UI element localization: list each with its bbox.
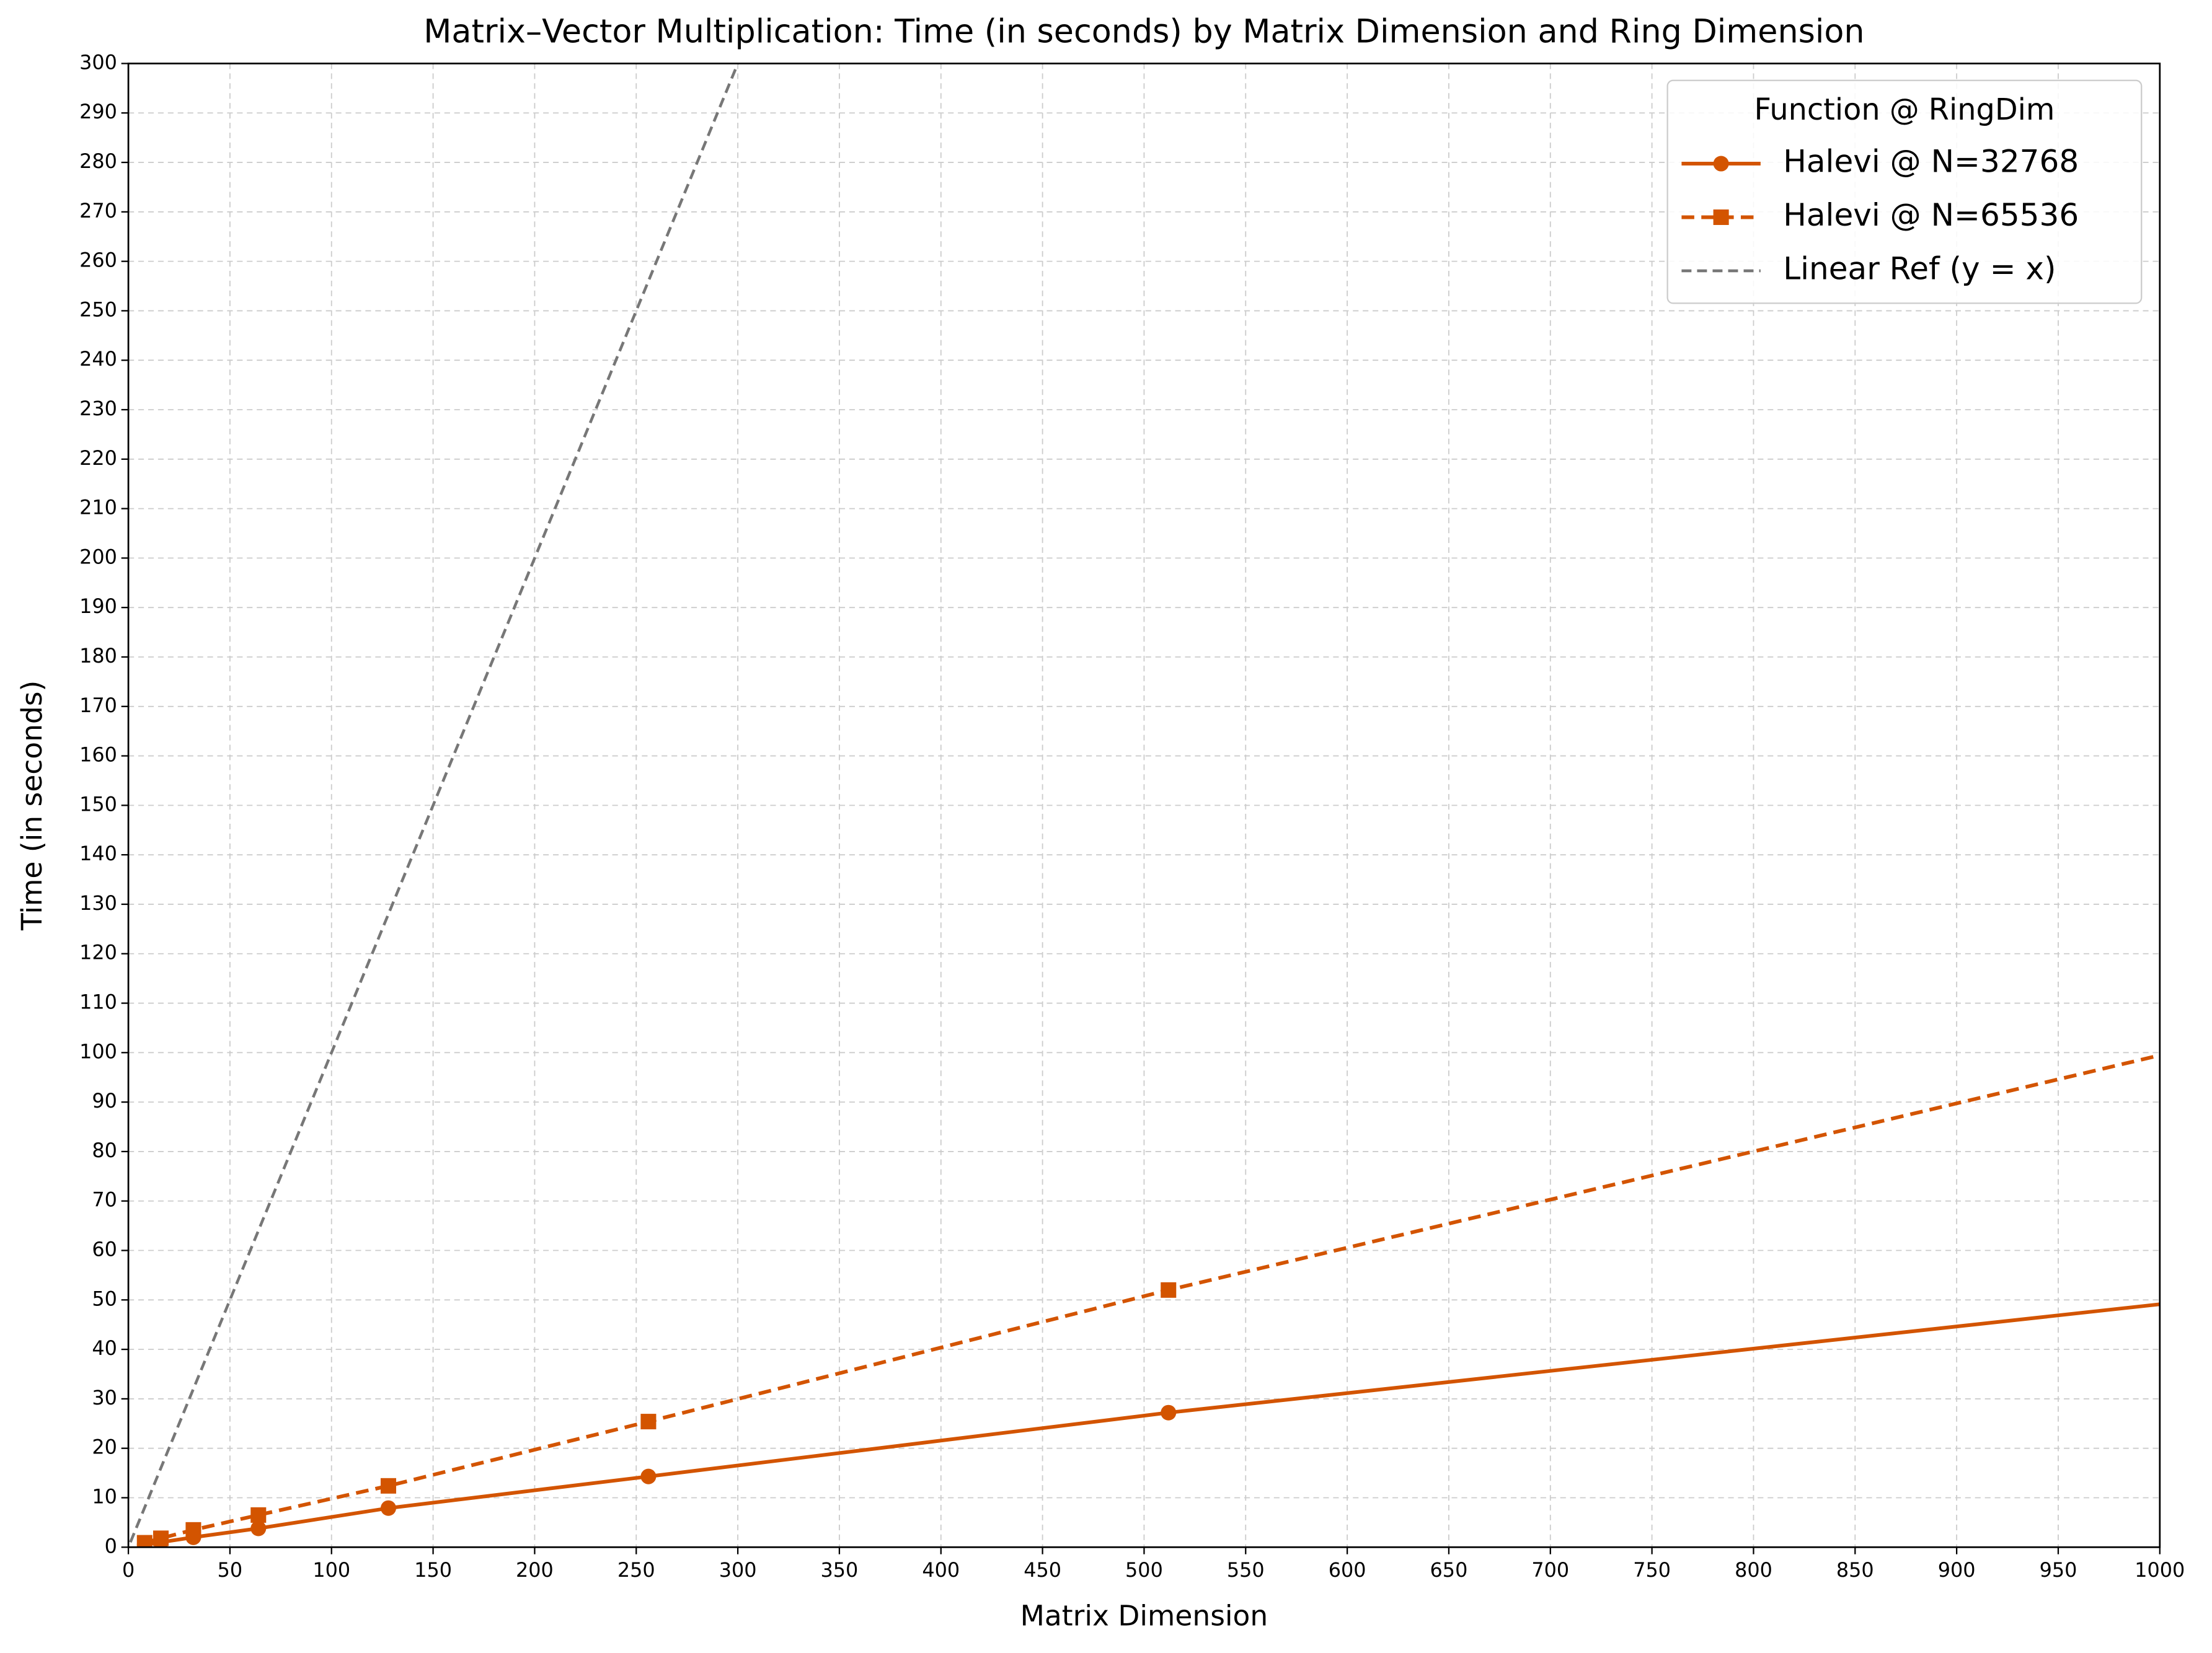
legend-title: Function @ RingDim [1754, 93, 2055, 127]
y-tick-label: 100 [79, 1039, 117, 1063]
marker [185, 1522, 201, 1538]
y-tick-label: 250 [79, 298, 117, 321]
marker [640, 1468, 657, 1484]
y-tick-label: 260 [79, 249, 117, 272]
marker [380, 1478, 397, 1494]
x-tick-label: 600 [1329, 1558, 1366, 1582]
y-tick-label: 280 [79, 149, 117, 173]
legend-marker [1713, 209, 1729, 225]
x-tick-label: 0 [122, 1558, 135, 1582]
marker [153, 1530, 169, 1546]
y-tick-label: 60 [92, 1238, 117, 1261]
y-tick-label: 50 [92, 1287, 117, 1310]
x-tick-label: 750 [1633, 1558, 1671, 1582]
y-tick-label: 150 [79, 792, 117, 816]
legend-label: Linear Ref (y = x) [1783, 250, 2056, 286]
y-tick-label: 120 [79, 941, 117, 964]
y-tick-label: 230 [79, 397, 117, 420]
x-tick-label: 450 [1024, 1558, 1061, 1582]
marker [1161, 1282, 1177, 1298]
y-tick-label: 20 [92, 1435, 117, 1459]
y-tick-label: 40 [92, 1336, 117, 1360]
y-axis-label: Time (in seconds) [15, 681, 48, 931]
x-tick-label: 900 [1938, 1558, 1976, 1582]
y-tick-label: 130 [79, 891, 117, 915]
chart-title: Matrix–Vector Multiplication: Time (in s… [423, 13, 1864, 51]
x-tick-label: 1000 [2135, 1558, 2185, 1582]
marker [250, 1520, 267, 1536]
y-tick-label: 220 [79, 446, 117, 470]
x-tick-label: 850 [1836, 1558, 1874, 1582]
x-tick-label: 550 [1227, 1558, 1265, 1582]
x-tick-label: 650 [1430, 1558, 1468, 1582]
legend-label: Halevi @ N=32768 [1783, 144, 2079, 180]
y-tick-label: 190 [79, 594, 117, 618]
x-tick-label: 950 [2040, 1558, 2077, 1582]
marker [250, 1507, 267, 1523]
x-tick-label: 350 [821, 1558, 859, 1582]
plot-frame [127, 63, 2161, 1548]
y-tick-label: 200 [79, 545, 117, 568]
legend-label: Halevi @ N=65536 [1783, 197, 2079, 233]
y-tick-label: 240 [79, 347, 117, 371]
y-tick-label: 70 [92, 1188, 117, 1212]
y-tick-label: 80 [92, 1139, 117, 1162]
marker [640, 1414, 657, 1430]
y-tick-label: 90 [92, 1089, 117, 1113]
x-tick-label: 400 [922, 1558, 960, 1582]
y-tick-label: 300 [79, 50, 117, 74]
x-axis-label: Matrix Dimension [1020, 1600, 1268, 1633]
plot-area [129, 63, 2160, 1548]
y-tick-label: 210 [79, 496, 117, 519]
x-tick-label: 50 [218, 1558, 243, 1582]
x-tick-label: 150 [414, 1558, 452, 1582]
y-tick-label: 160 [79, 743, 117, 767]
y-tick-label: 270 [79, 199, 117, 223]
y-tick-label: 290 [79, 100, 117, 123]
y-tick-label: 140 [79, 842, 117, 865]
x-tick-label: 700 [1531, 1558, 1569, 1582]
x-tick-label: 300 [719, 1558, 757, 1582]
x-tick-label: 100 [312, 1558, 350, 1582]
y-tick-label: 30 [92, 1386, 117, 1409]
y-tick-label: 0 [105, 1534, 117, 1558]
marker [136, 1535, 153, 1548]
legend-box [1666, 79, 2143, 304]
legend-marker [1713, 156, 1729, 172]
x-tick-label: 250 [617, 1558, 655, 1582]
x-tick-label: 200 [516, 1558, 554, 1582]
x-tick-label: 500 [1125, 1558, 1163, 1582]
y-tick-label: 170 [79, 694, 117, 717]
y-tick-label: 110 [79, 990, 117, 1014]
y-tick-label: 10 [92, 1484, 117, 1508]
marker [1161, 1404, 1177, 1421]
x-tick-label: 800 [1735, 1558, 1772, 1582]
marker [380, 1500, 397, 1516]
y-tick-label: 180 [79, 644, 117, 668]
